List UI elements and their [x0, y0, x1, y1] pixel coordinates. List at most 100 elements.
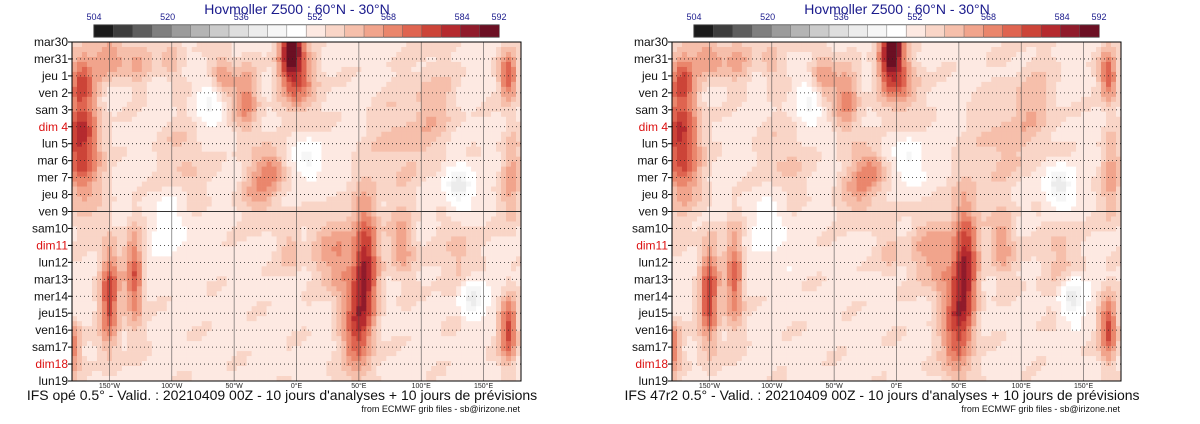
colorbar-swatch: [460, 24, 481, 38]
model-validity-caption: IFS 47r2 0.5° - Valid. : 20210409 00Z - …: [624, 387, 1139, 403]
chart-title: Hovmoller Z500 : 60°N - 30°N: [204, 1, 390, 17]
longitude-tick-label: 150°W: [99, 382, 120, 390]
source-credit: from ECMWF grib files - sb@irizone.net: [361, 404, 520, 414]
day-label: dim18: [635, 357, 668, 371]
day-label: mar 6: [37, 154, 68, 168]
colorbar-swatch: [209, 24, 230, 38]
day-label: lun12: [39, 255, 69, 269]
colorbar-tick-label: 536: [234, 12, 249, 22]
colorbar-swatch: [983, 24, 1004, 38]
day-label: jeu15: [38, 306, 69, 320]
colorbar-swatch: [421, 24, 442, 38]
plot-frame: [71, 41, 522, 382]
colorbar-tick-label: 536: [834, 12, 849, 22]
colorbar-swatch: [113, 24, 134, 38]
day-label: mer14: [634, 289, 668, 303]
colorbar-swatch: [751, 24, 772, 38]
day-label: ven16: [635, 323, 668, 337]
longitude-axis: 150°W 100°W 50°W 0°E 50°E 100°E 150°E: [699, 382, 1094, 390]
hovmoller-panel-ifs-ope: Hovmoller Z500 : 60°N - 30°N 504 520 536 552…: [27, 1, 537, 414]
day-label: mer31: [634, 52, 668, 66]
longitude-tick-label: 0°E: [291, 382, 303, 390]
colorbar-swatch: [1060, 24, 1081, 38]
day-label: mar 6: [637, 154, 668, 168]
colorbar-tick-label: 592: [1091, 12, 1106, 22]
colorbar-swatch: [402, 24, 423, 38]
longitude-axis: 150°W 100°W 50°W 0°E 50°E 100°E 150°E: [99, 382, 494, 390]
colorbar-swatch: [828, 24, 849, 38]
colorbar-tick-label: 504: [86, 12, 101, 22]
day-label: sam10: [32, 221, 68, 235]
colorbar-swatch: [1040, 24, 1062, 38]
hovmoller-chart: Hovmoller Z500 : 60°N - 30°N 504 520 536 552…: [624, 1, 1139, 414]
day-label: mer 7: [37, 171, 68, 185]
longitude-tick-label: 100°E: [1012, 382, 1031, 390]
longitude-tick-label: 150°E: [1074, 382, 1093, 390]
colorbar-swatch: [770, 24, 792, 38]
longitude-tick-label: 100°E: [412, 382, 431, 390]
heatmap-field: [672, 42, 1122, 382]
day-axis: mar30 mer31 jeu 1 ven 2 sam 3 dim 4 lun 5 mar 6…: [632, 35, 672, 388]
hovmoller-chart: Hovmoller Z500 : 60°N - 30°N 504 520 536 552…: [27, 1, 537, 414]
day-label: jeu 1: [41, 69, 68, 83]
colorbar-swatch: [267, 24, 288, 38]
colorbar-tick-label: 520: [160, 12, 175, 22]
day-label: mar30: [34, 35, 68, 49]
day-label: dim18: [35, 357, 68, 371]
colorbar-swatch: [344, 24, 365, 38]
colorbar-swatch: [848, 24, 869, 38]
day-label: ven 9: [639, 205, 669, 219]
colorbar-swatch: [809, 24, 830, 38]
day-label: jeu 8: [641, 188, 668, 202]
colorbar-swatch: [305, 24, 327, 38]
colorbar-tick-label: 584: [455, 12, 470, 22]
day-label: ven16: [35, 323, 68, 337]
day-label: ven 9: [39, 205, 69, 219]
colorbar-swatch: [693, 24, 714, 38]
model-validity-caption: IFS opé 0.5° - Valid. : 20210409 00Z - 1…: [27, 387, 537, 403]
colorbar-swatch: [479, 24, 500, 38]
day-label: dim11: [636, 238, 668, 252]
longitude-tick-label: 150°E: [474, 382, 493, 390]
colorbar-swatch: [1021, 24, 1042, 38]
colorbar-tick-label: 504: [686, 12, 701, 22]
colorbar-tick-label: 552: [307, 12, 322, 22]
colorbar-swatch: [151, 24, 172, 38]
colorbar-swatch: [1002, 24, 1023, 38]
longitude-tick-label: 50°E: [351, 382, 367, 390]
longitude-tick-label: 150°W: [699, 382, 720, 390]
colorbar-swatch: [248, 24, 269, 38]
day-label: mar13: [634, 272, 668, 286]
day-label: jeu 8: [41, 188, 68, 202]
longitude-tick-label: 50°E: [951, 382, 967, 390]
day-label: jeu15: [638, 306, 669, 320]
colorbar-swatch: [886, 24, 907, 38]
day-label: ven 2: [39, 86, 69, 100]
colorbar-tick-label: 568: [381, 12, 396, 22]
colorbar-tick-label: 520: [760, 12, 775, 22]
colorbar-tick-label: 568: [981, 12, 996, 22]
colorbar-swatch: [905, 24, 927, 38]
colorbar-swatch: [440, 24, 462, 38]
chart-title: Hovmoller Z500 : 60°N - 30°N: [804, 1, 990, 17]
day-label: dim 4: [639, 120, 669, 134]
heatmap-field: [72, 42, 522, 382]
day-label: lun 5: [642, 137, 668, 151]
colorbar-swatch: [228, 24, 249, 38]
longitude-tick-label: 50°W: [826, 382, 844, 390]
colorbar-tick-label: 584: [1055, 12, 1070, 22]
colorbar-swatch: [383, 24, 404, 38]
day-label: lun12: [639, 255, 669, 269]
day-label: mar13: [34, 272, 68, 286]
day-label: sam10: [632, 221, 668, 235]
day-label: sam 3: [635, 103, 668, 117]
longitude-tick-label: 100°W: [761, 382, 782, 390]
day-axis: mar30 mer31 jeu 1 ven 2 sam 3 dim 4 lun 5 mar 6…: [32, 35, 72, 388]
colorbar-swatch: [925, 24, 946, 38]
hovmoller-panel-ifs-47r2: Hovmoller Z500 : 60°N - 30°N 504 520 536 552…: [600, 0, 1200, 424]
colorbar-swatch: [325, 24, 346, 38]
longitude-tick-label: 0°E: [891, 382, 903, 390]
colorbar-swatch: [713, 24, 734, 38]
colorbar-swatch: [963, 24, 984, 38]
colorbar-swatch: [170, 24, 192, 38]
